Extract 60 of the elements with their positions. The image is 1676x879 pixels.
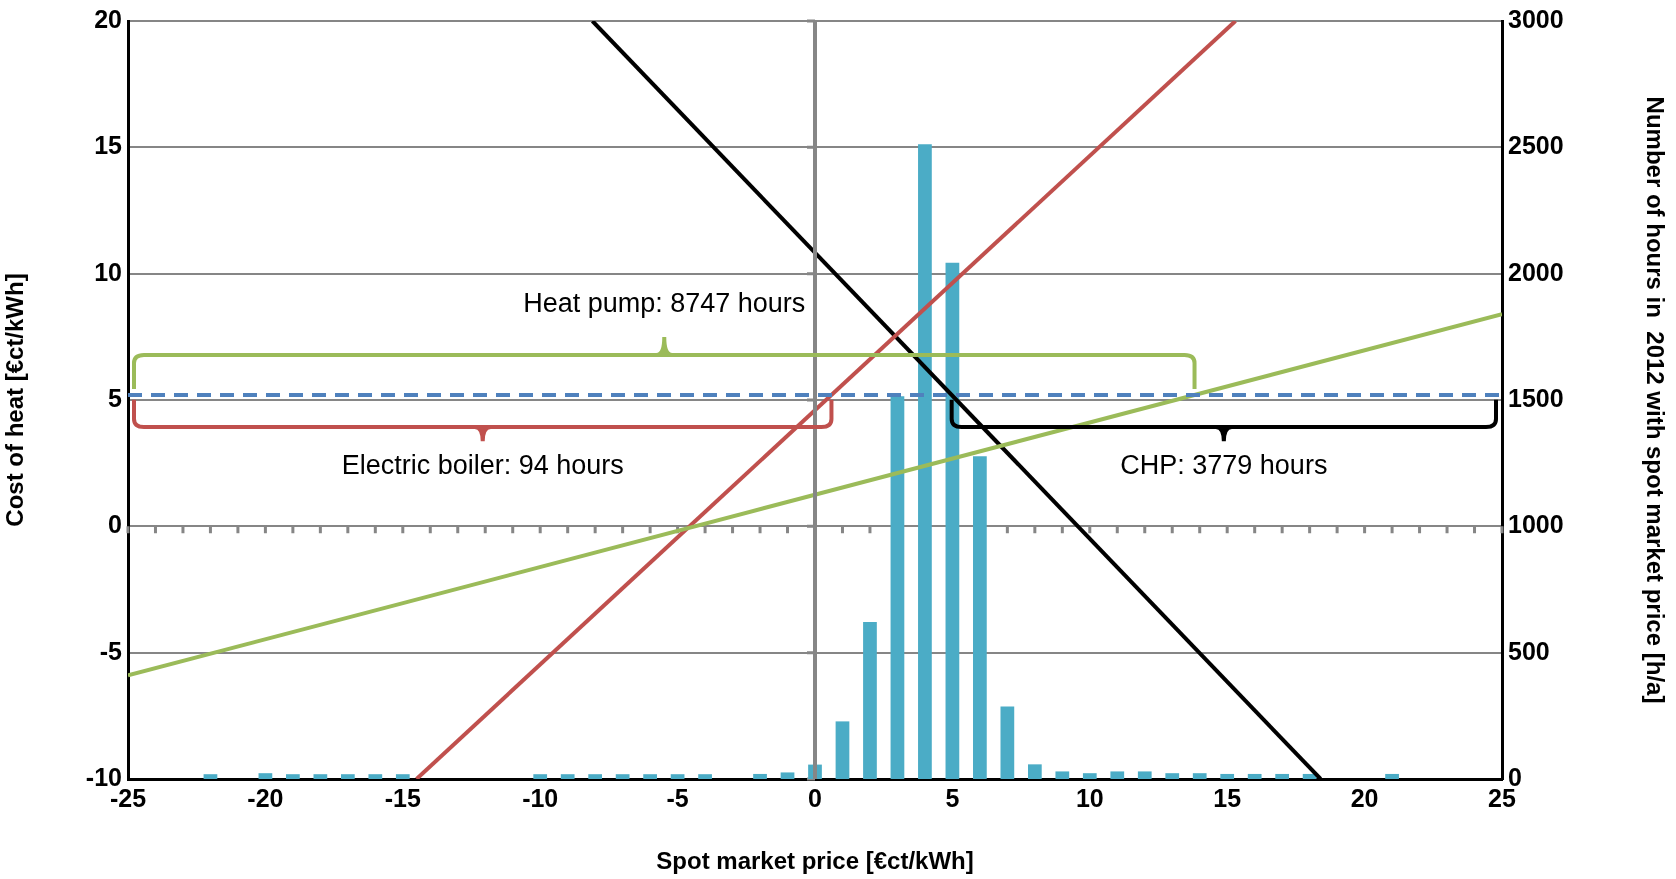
bar <box>368 774 383 779</box>
x-tick-label: -10 <box>522 783 559 812</box>
y2-tick-label: 1000 <box>1508 510 1564 539</box>
bar <box>670 774 685 779</box>
bar <box>753 773 767 779</box>
x-tick-label: 0 <box>808 783 822 812</box>
y2-tick-label: 3000 <box>1508 4 1564 33</box>
bar <box>1137 771 1152 779</box>
bar <box>1385 773 1399 779</box>
bar <box>1192 773 1207 779</box>
bar <box>973 456 987 779</box>
y2-axis-title: Number of hours in 2012 with spot market price [h/a] <box>1641 96 1669 704</box>
bar <box>1220 773 1235 779</box>
y2-tick-label: 1500 <box>1508 383 1564 412</box>
x-tick-label: 15 <box>1213 783 1242 812</box>
bar <box>203 774 218 779</box>
bar <box>1082 773 1097 779</box>
x-tick-label: 10 <box>1075 783 1104 812</box>
y2-tick-label: 2000 <box>1508 257 1564 286</box>
x-tick-label: -15 <box>384 783 421 812</box>
y-tick-label: -5 <box>99 636 123 665</box>
bar <box>643 774 657 779</box>
y2-tick-label: 2500 <box>1508 131 1564 160</box>
bar <box>780 772 795 779</box>
y2-tick-label: 500 <box>1508 636 1550 665</box>
y-tick-label: 20 <box>94 4 122 33</box>
bar <box>1165 773 1180 779</box>
bar <box>340 774 355 779</box>
annotation: Heat pump: 8747 hours <box>523 288 806 319</box>
y-tick-label: 0 <box>108 510 122 539</box>
bar <box>1055 771 1070 779</box>
bar <box>533 774 548 779</box>
bar <box>615 774 630 779</box>
annotation: CHP: 3779 hours <box>1120 450 1328 481</box>
y-tick-label: 15 <box>94 131 123 160</box>
bar <box>863 622 877 779</box>
annotation: Electric boiler: 94 hours <box>341 450 624 481</box>
bar <box>395 774 410 779</box>
bar <box>588 774 603 779</box>
x-tick-label: -5 <box>666 783 689 812</box>
x-axis-title: Spot market price [€ct/kWh] <box>656 847 974 875</box>
x-tick-label: 20 <box>1350 783 1379 812</box>
bar <box>1275 773 1290 779</box>
x-tick-label: 5 <box>945 783 960 812</box>
bar <box>560 774 575 779</box>
bar <box>286 774 300 779</box>
bar <box>258 773 273 779</box>
bar <box>1027 764 1042 779</box>
bar <box>890 396 905 779</box>
y-tick-label: 5 <box>108 383 123 412</box>
bar <box>918 144 932 779</box>
bar <box>313 774 328 779</box>
bar <box>698 774 712 779</box>
x-tick-label: -20 <box>247 783 284 812</box>
y-tick-label: 10 <box>94 257 122 286</box>
bar <box>1110 771 1125 779</box>
bar <box>1247 773 1262 779</box>
y-axis-title: Cost of heat [€ct/kWh] <box>1 273 29 527</box>
bar <box>1000 706 1015 779</box>
bar <box>835 721 850 779</box>
